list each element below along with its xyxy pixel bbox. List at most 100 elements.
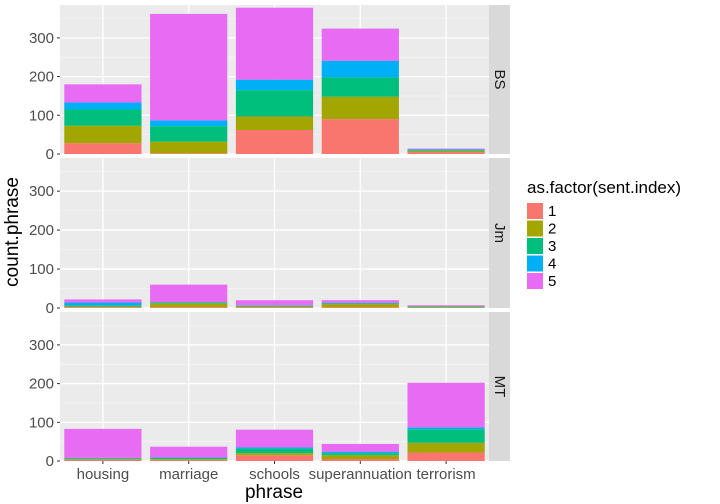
bar-segment-BS-superannuation-2 — [321, 96, 399, 120]
bar-segment-MT-terrorism-4 — [407, 427, 485, 430]
bar-segment-BS-superannuation-4 — [321, 60, 399, 78]
bar-segment-Jm-schools-1 — [235, 307, 314, 308]
bar-segment-MT-schools-3 — [235, 448, 314, 454]
x-tick-label: superannuation — [309, 466, 412, 483]
bar-segment-BS-superannuation-1 — [321, 119, 399, 154]
bar-segment-BS-marriage-1 — [150, 153, 228, 154]
y-tick-label: 100 — [29, 414, 54, 431]
bar-segment-Jm-marriage-2 — [150, 303, 228, 308]
bar-segment-BS-superannuation-5 — [321, 28, 399, 61]
bar-segment-MT-terrorism-3 — [407, 429, 485, 443]
y-tick-label: 0 — [46, 453, 54, 470]
bar-segment-Jm-terrorism-5 — [407, 305, 485, 307]
bar-segment-Jm-housing-3 — [64, 305, 142, 307]
bar-segment-MT-superannuation-4 — [321, 451, 399, 454]
bar-segment-MT-marriage-2 — [150, 459, 228, 460]
y-tick-label: 300 — [29, 183, 54, 200]
y-tick-label: 200 — [29, 222, 54, 239]
bar-segment-BS-housing-3 — [64, 109, 142, 126]
bar-segment-MT-marriage-1 — [150, 459, 228, 461]
bar-segment-Jm-marriage-5 — [150, 284, 228, 303]
legend-key-5 — [527, 273, 543, 289]
y-tick-label: 0 — [46, 300, 54, 317]
bar-segment-Jm-superannuation-2 — [321, 304, 399, 308]
y-axis-title: count.phrase — [2, 177, 23, 287]
legend-label: 3 — [548, 238, 556, 255]
bar-segment-MT-marriage-3 — [150, 457, 228, 460]
bar-segment-Jm-schools-5 — [235, 300, 314, 306]
bar-segment-Jm-marriage-3 — [150, 302, 228, 304]
legend-title: as.factor(sent.index) — [527, 178, 681, 197]
x-tick-label: schools — [249, 466, 300, 483]
facet-strip-label: BS — [491, 69, 508, 89]
y-tick-label: 100 — [29, 261, 54, 278]
bar-segment-BS-marriage-3 — [150, 126, 228, 142]
bar-segment-BS-terrorism-3 — [407, 150, 485, 151]
bar-segment-MT-schools-1 — [235, 455, 314, 461]
y-tick-label: 300 — [29, 30, 54, 47]
x-tick-label: marriage — [159, 466, 218, 483]
chart-panels: 0 100 200 300 BS 0 100 200 300 Jm 0 100 200 300 MT — [29, 5, 510, 470]
bar-segment-MT-housing-2 — [64, 459, 142, 460]
bar-segment-MT-schools-4 — [235, 447, 314, 449]
bar-segment-MT-terrorism-2 — [407, 442, 485, 453]
legend-key-2 — [527, 220, 543, 237]
bar-segment-BS-terrorism-2 — [407, 150, 485, 153]
bar-segment-BS-schools-4 — [235, 79, 314, 91]
legend-key-3 — [527, 238, 543, 254]
bar-segment-MT-housing-1 — [64, 459, 142, 461]
bar-segment-MT-housing-5 — [64, 428, 142, 458]
bar-segment-BS-marriage-2 — [150, 141, 228, 154]
bar-segment-Jm-schools-2 — [235, 306, 314, 308]
y-tick-label: 100 — [29, 107, 54, 124]
facet-strip — [489, 158, 510, 308]
bar-segment-MT-superannuation-3 — [321, 453, 399, 456]
bar-segment-MT-superannuation-1 — [321, 459, 399, 461]
facet-panel-Jm: 0 100 200 300 Jm — [29, 158, 510, 317]
facet-strip — [489, 5, 510, 154]
bar-segment-Jm-schools-3 — [235, 305, 314, 307]
facet-panel-MT: 0 100 200 300 MT — [29, 312, 510, 470]
bar-segment-BS-schools-5 — [235, 7, 314, 80]
bar-segment-MT-terrorism-1 — [407, 452, 485, 461]
legend-key-1 — [527, 203, 543, 219]
bar-segment-Jm-superannuation-3 — [321, 303, 399, 305]
bar-segment-BS-superannuation-3 — [321, 77, 399, 97]
bar-segment-MT-marriage-5 — [150, 446, 228, 458]
bar-segment-MT-terrorism-5 — [407, 382, 485, 428]
x-tick-label: housing — [77, 466, 130, 483]
bar-segment-BS-housing-5 — [64, 84, 142, 103]
y-tick-label: 200 — [29, 376, 54, 393]
bar-segment-Jm-superannuation-5 — [321, 300, 399, 303]
bar-segment-BS-marriage-5 — [150, 13, 228, 121]
bar-segment-BS-terrorism-1 — [407, 152, 485, 154]
bar-segment-Jm-marriage-1 — [150, 307, 228, 308]
facet-strip-label: Jm — [491, 223, 508, 243]
facet-strip-label: MT — [491, 376, 508, 398]
bar-segment-MT-housing-3 — [64, 458, 142, 460]
bar-segment-BS-schools-2 — [235, 116, 314, 131]
facet-panel-BS: 0 100 200 300 BS — [29, 5, 510, 163]
x-axis-title: phrase — [245, 482, 303, 503]
y-tick-label: 200 — [29, 69, 54, 86]
legend-key-4 — [527, 255, 543, 272]
bar-segment-BS-housing-1 — [64, 143, 142, 154]
bar-segment-MT-schools-5 — [235, 429, 314, 448]
bar-segment-Jm-housing-5 — [64, 299, 142, 303]
bar-segment-Jm-terrorism-2 — [407, 306, 485, 308]
bar-segment-Jm-housing-4 — [64, 302, 142, 306]
bar-segment-BS-terrorism-4 — [407, 149, 485, 151]
bar-segment-MT-schools-2 — [235, 453, 314, 456]
legend-label: 1 — [548, 203, 556, 220]
y-tick-label: 300 — [29, 337, 54, 354]
bar-segment-MT-superannuation-5 — [321, 443, 399, 452]
legend-label: 5 — [548, 273, 556, 290]
bar-segment-BS-housing-2 — [64, 125, 142, 144]
bar-segment-Jm-housing-2 — [64, 306, 142, 308]
bar-segment-MT-superannuation-2 — [321, 455, 399, 460]
x-axis: housing marriage schools superannuation terr… — [77, 461, 476, 483]
bar-segment-BS-marriage-4 — [150, 120, 228, 127]
